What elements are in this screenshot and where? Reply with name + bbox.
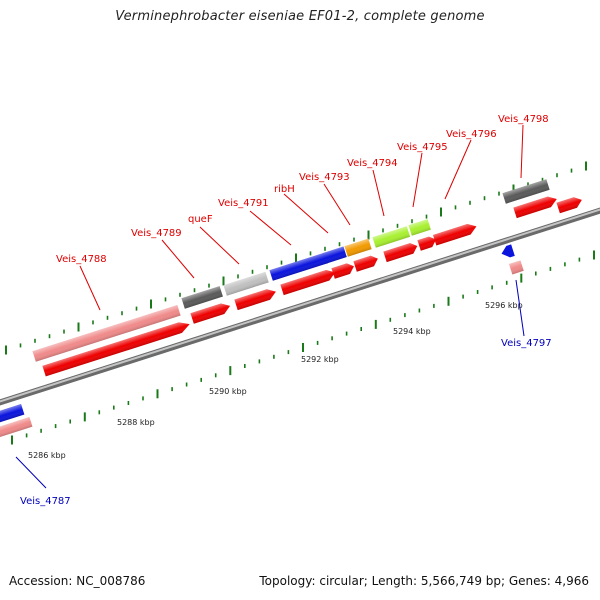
gene-labels: Veis_4787 Veis_4788 Veis_4789 queF Veis_…: [20, 114, 552, 507]
axis-label-5286: 5286 kbp: [28, 451, 66, 460]
feature-veis-4789[interactable]: [181, 285, 231, 325]
gene-label-veis-4796[interactable]: Veis_4796: [446, 129, 497, 140]
axis-label-5288: 5288 kbp: [117, 418, 155, 427]
feature-tail-arrow[interactable]: [556, 195, 584, 214]
gene-label-veis-4794[interactable]: Veis_4794: [347, 158, 398, 169]
feature-veis-4798[interactable]: [502, 178, 558, 220]
axis-label-5294: 5294 kbp: [393, 327, 431, 336]
accession-text: Accession: NC_008786: [9, 574, 146, 588]
feature-veis-4797[interactable]: [500, 243, 524, 275]
feature-ribh[interactable]: [322, 245, 355, 280]
gene-label-quef[interactable]: queF: [188, 214, 213, 225]
gene-label-veis-4787[interactable]: Veis_4787: [20, 496, 71, 507]
feature-veis-4793[interactable]: [344, 238, 379, 273]
gene-label-veis-4797[interactable]: Veis_4797: [501, 338, 552, 349]
axis-label-5292: 5292 kbp: [301, 355, 339, 364]
gene-label-veis-4789[interactable]: Veis_4789: [131, 228, 182, 239]
axis-label-5296: 5296 kbp: [485, 301, 523, 310]
feature-veis-4794[interactable]: [372, 225, 419, 264]
axis-label-5290: 5290 kbp: [209, 387, 247, 396]
feature-veis-4795[interactable]: [408, 219, 437, 252]
genome-summary-text: Topology: circular; Length: 5,566,749 bp…: [259, 574, 589, 588]
label-leaders: [15, 124, 525, 489]
feature-veis-4788[interactable]: [32, 303, 191, 378]
feature-veis-4796[interactable]: [433, 222, 478, 246]
gene-label-ribh[interactable]: ribH: [274, 184, 295, 195]
lower-tick-track: [11, 250, 595, 445]
gene-label-veis-4793[interactable]: Veis_4793: [299, 172, 350, 183]
gene-label-veis-4791[interactable]: Veis_4791: [218, 198, 269, 209]
gene-features: [0, 178, 584, 439]
genome-backbone: [0, 207, 600, 406]
gene-label-veis-4795[interactable]: Veis_4795: [397, 142, 448, 153]
axis-labels: 5286 kbp 5288 kbp 5290 kbp 5292 kbp 5294…: [28, 301, 523, 460]
feature-quef[interactable]: [223, 271, 277, 312]
gene-label-veis-4798[interactable]: Veis_4798: [498, 114, 549, 125]
feature-veis-4787[interactable]: [0, 403, 33, 439]
gene-label-veis-4788[interactable]: Veis_4788: [56, 254, 107, 265]
upper-tick-track: [5, 161, 587, 355]
feature-veis-4791[interactable]: [269, 251, 337, 297]
map-title: Verminephrobacter eiseniae EF01-2, compl…: [115, 9, 485, 24]
